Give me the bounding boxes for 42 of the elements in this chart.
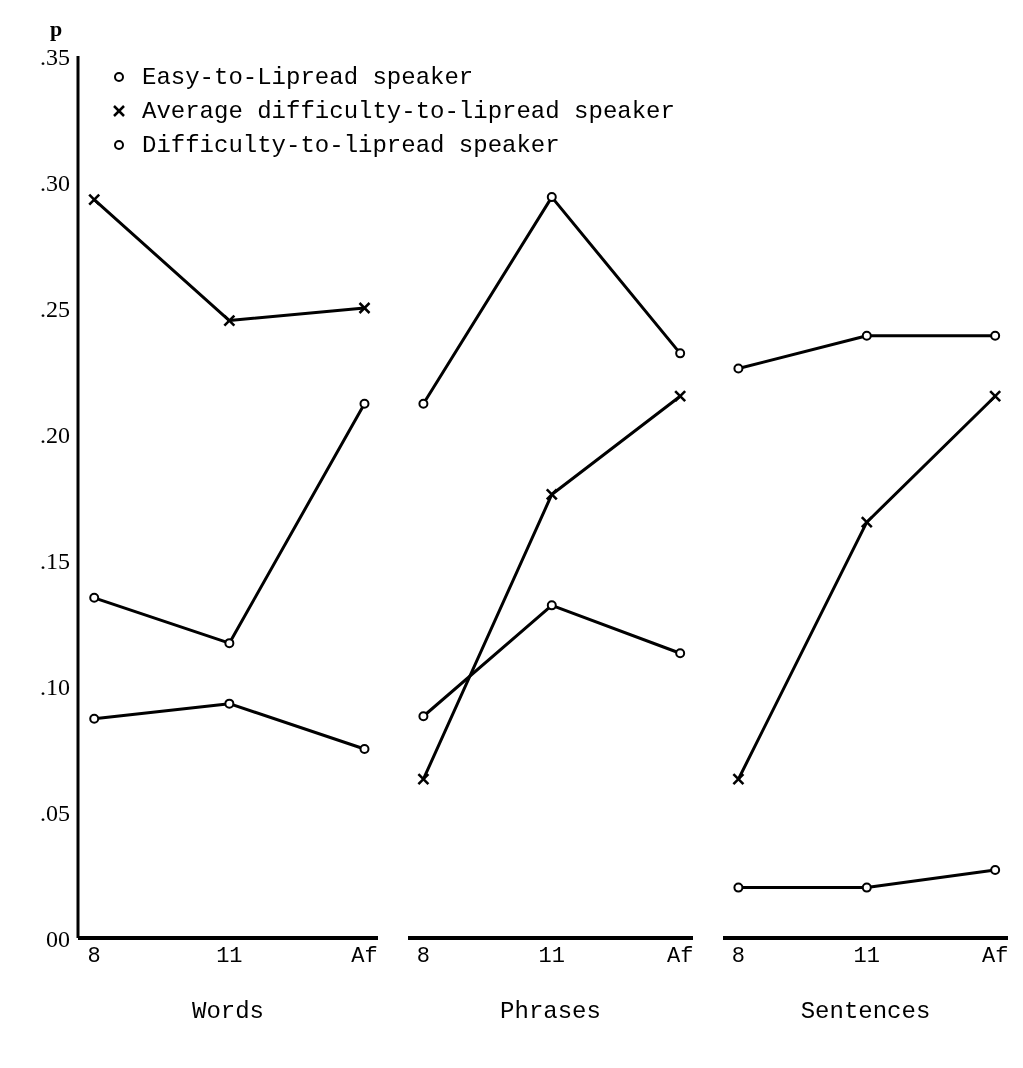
x-tick-label: Af xyxy=(351,943,378,969)
point xyxy=(418,398,429,409)
y-tick-label: .10 xyxy=(40,673,70,700)
point xyxy=(546,192,557,203)
point xyxy=(733,882,744,893)
point xyxy=(861,330,872,341)
x-tick-label: 8 xyxy=(731,943,746,969)
x-axis-title: Words xyxy=(191,998,265,1025)
legend-label: Difficulty-to-lipread speaker xyxy=(142,131,560,159)
x-tick-label: 11 xyxy=(853,943,880,969)
y-tick-label: .30 xyxy=(40,169,70,196)
x-tick-label: 8 xyxy=(87,943,101,969)
y-axis-title: p xyxy=(50,16,63,42)
point xyxy=(224,638,235,649)
point xyxy=(89,713,100,724)
point xyxy=(861,882,872,893)
point xyxy=(546,600,557,611)
y-tick-label: .35 xyxy=(40,43,70,70)
point xyxy=(224,698,235,709)
point xyxy=(675,648,686,659)
x-tick-label: Af xyxy=(981,943,1009,969)
point xyxy=(733,363,744,374)
point xyxy=(418,711,429,722)
y-tick-label: .05 xyxy=(40,799,70,826)
legend-label: Average difficulty-to-lipread speaker xyxy=(142,97,675,125)
point xyxy=(990,330,1001,341)
point xyxy=(359,744,370,754)
x-axis-title: Phrases xyxy=(500,998,601,1025)
legend-label: Easy-to-Lipread speaker xyxy=(142,63,474,91)
x-tick-label: 11 xyxy=(216,943,243,969)
x-axis-title: Sentences xyxy=(800,998,931,1025)
point xyxy=(675,348,686,359)
x-tick-label: 11 xyxy=(538,943,565,969)
x-tick-label: Af xyxy=(666,943,694,969)
y-tick-label: .25 xyxy=(40,295,70,322)
y-tick-label: 00 xyxy=(46,925,70,952)
x-tick-label: 8 xyxy=(416,943,431,969)
point xyxy=(89,592,100,603)
y-tick-label: .15 xyxy=(40,547,70,574)
point xyxy=(359,398,370,409)
point xyxy=(990,864,1001,875)
y-tick-label: .20 xyxy=(40,421,70,448)
